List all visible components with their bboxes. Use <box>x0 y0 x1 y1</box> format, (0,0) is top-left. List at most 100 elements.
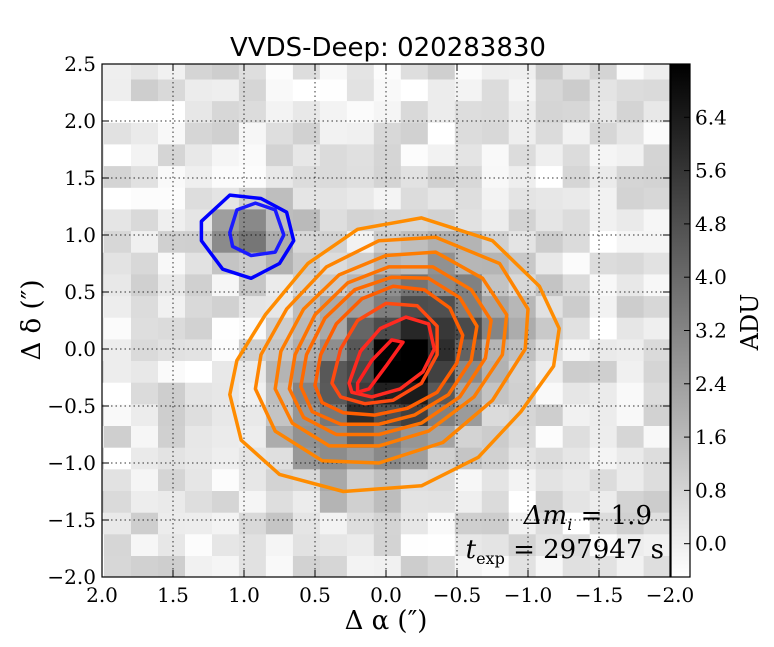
y-tick-label: 2.0 <box>64 109 96 133</box>
heatmap-pixel <box>535 447 563 470</box>
colorbar-tick-label: 1.6 <box>695 425 727 449</box>
heatmap-pixel <box>157 468 185 491</box>
heatmap-pixel <box>616 468 644 491</box>
contour-set <box>199 193 561 494</box>
y-tick-label: 1.5 <box>64 166 96 190</box>
heatmap-pixel <box>589 425 617 448</box>
heatmap-pixel <box>238 165 266 188</box>
heatmap-pixel <box>184 533 212 556</box>
heatmap-pixel <box>427 78 455 102</box>
heatmap-pixel <box>319 230 347 253</box>
heatmap-pixel <box>427 490 455 513</box>
heatmap-pixel <box>454 78 482 102</box>
heatmap-pixel <box>346 187 374 210</box>
contour-line-5 <box>313 284 465 417</box>
heatmap-pixel <box>346 122 374 145</box>
heatmap-pixel <box>211 468 239 491</box>
heatmap-pixel <box>319 208 347 232</box>
heatmap-pixel <box>481 64 509 80</box>
y-tick-label: 0.0 <box>64 337 96 361</box>
heatmap-pixel <box>400 100 428 123</box>
heatmap-pixel <box>184 555 212 577</box>
heatmap-pixel <box>346 208 374 232</box>
heatmap-pixel <box>616 382 644 405</box>
heatmap-pixel <box>238 122 266 145</box>
heatmap-pixel <box>346 555 374 577</box>
heatmap-pixel <box>265 425 293 448</box>
heatmap-pixel <box>211 447 239 470</box>
heatmap-pixel <box>157 317 185 340</box>
heatmap-pixel <box>400 230 428 253</box>
heatmap-pixel <box>130 403 158 426</box>
heatmap-pixel <box>508 555 536 577</box>
heatmap-pixel <box>616 555 644 577</box>
heatmap-pixel <box>157 208 185 232</box>
heatmap-pixel <box>589 295 617 318</box>
heatmap-pixel <box>346 165 374 188</box>
heatmap-pixel <box>319 512 347 535</box>
heatmap-pixel <box>130 317 158 340</box>
contour-line-9 <box>228 201 286 258</box>
heatmap-pixel <box>400 122 428 145</box>
heatmap-pixel <box>346 64 374 80</box>
x-tick-label: 1.0 <box>228 583 260 607</box>
heatmap-pixel <box>643 403 670 426</box>
heatmap-pixel <box>292 165 320 188</box>
heatmap-pixel <box>238 252 266 275</box>
heatmap-pixel <box>103 78 131 102</box>
heatmap-pixel <box>238 208 266 232</box>
heatmap-pixel <box>427 295 455 318</box>
heatmap-pixel <box>157 273 185 297</box>
heatmap-pixel <box>211 252 239 275</box>
heatmap-pixel <box>130 165 158 188</box>
contour-line-7 <box>347 315 437 399</box>
heatmap-pixel <box>562 100 590 123</box>
heatmap-pixel <box>265 447 293 470</box>
heatmap-pixel <box>400 360 428 383</box>
heatmap-pixel <box>211 100 239 123</box>
heatmap-pixel <box>184 295 212 318</box>
heatmap-pixel <box>400 252 428 275</box>
heatmap-pixel <box>616 273 644 297</box>
heatmap-pixel <box>265 490 293 513</box>
colorbar-tick-label: 4.0 <box>695 265 727 289</box>
delta-m-equals: = <box>572 501 610 531</box>
heatmap-pixel <box>643 100 670 123</box>
heatmap-pixel <box>535 425 563 448</box>
heatmap-pixel <box>508 317 536 340</box>
heatmap-pixel <box>157 252 185 275</box>
heatmap-pixel <box>184 490 212 513</box>
heatmap-pixel <box>562 447 590 470</box>
heatmap-pixel <box>562 425 590 448</box>
heatmap-pixel <box>265 187 293 210</box>
heatmap-pixel <box>102 78 104 102</box>
heatmap-pixel <box>508 512 536 535</box>
heatmap-pixel <box>535 165 563 188</box>
heatmap-pixel <box>238 490 266 513</box>
heatmap-pixel <box>238 143 266 167</box>
heatmap-pixel <box>103 143 131 167</box>
heatmap-pixel <box>562 382 590 405</box>
heatmap-pixel <box>643 230 670 253</box>
heatmap-pixel <box>319 447 347 470</box>
heatmap-pixel <box>130 252 158 275</box>
heatmap-pixel <box>589 273 617 297</box>
heatmap-pixel <box>589 512 617 535</box>
heatmap-pixel <box>643 533 670 556</box>
heatmap-pixel <box>103 533 131 556</box>
annotation-delta-m: Δmi = 1.9 <box>523 501 652 534</box>
heatmap-pixel <box>616 533 644 556</box>
heatmap-pixel <box>265 100 293 123</box>
heatmap-pixel <box>400 533 428 556</box>
heatmap-pixel <box>427 165 455 188</box>
heatmap-pixel <box>238 555 266 577</box>
heatmap-pixel <box>184 317 212 340</box>
heatmap-pixel <box>130 447 158 470</box>
heatmap-pixel <box>211 382 239 405</box>
heatmap-pixel <box>643 512 670 535</box>
heatmap-pixel <box>211 533 239 556</box>
heatmap-pixel <box>562 490 590 513</box>
heatmap-pixel <box>102 143 104 167</box>
heatmap-pixel <box>292 447 320 470</box>
heatmap-pixel <box>238 360 266 383</box>
